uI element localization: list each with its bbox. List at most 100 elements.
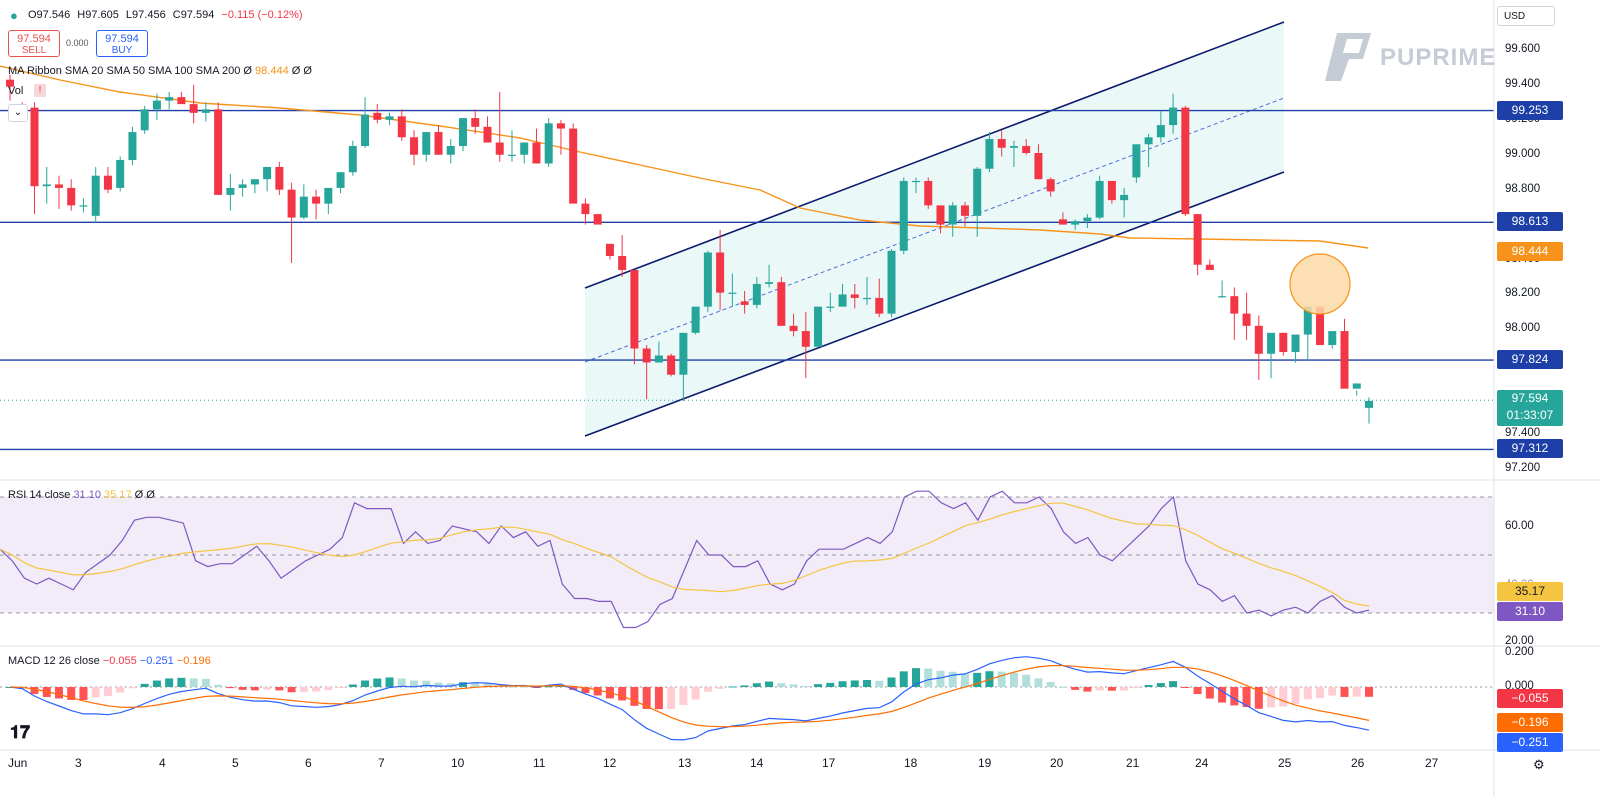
time-axis-label: 24 xyxy=(1195,756,1209,770)
candle xyxy=(679,332,688,401)
candle xyxy=(814,306,823,347)
bar-countdown: 01:33:07 xyxy=(1506,408,1554,423)
macd-histogram-bar xyxy=(1303,687,1312,700)
candle-body xyxy=(850,294,859,298)
candle-body xyxy=(1218,296,1227,298)
macd-legend[interactable]: MACD 12 26 close −0.055 −0.251 −0.196 xyxy=(8,655,211,667)
macd-histogram-bar xyxy=(801,685,810,687)
candle xyxy=(1058,212,1067,225)
currency-selector[interactable]: USD xyxy=(1497,6,1555,26)
sell-button[interactable]: 97.594 SELL xyxy=(8,30,60,57)
candle xyxy=(985,132,994,173)
macd-histogram-bar xyxy=(177,677,186,687)
ohlc-open: O97.546 xyxy=(28,9,71,21)
volume-legend[interactable]: Vol xyxy=(8,85,23,97)
candle-body xyxy=(948,205,957,225)
candle-body xyxy=(1095,180,1104,218)
buy-button[interactable]: 97.594 BUY xyxy=(96,30,148,57)
candle-body xyxy=(765,282,774,284)
macd-histogram-bar xyxy=(152,680,161,687)
candle-body xyxy=(1034,153,1043,180)
time-axis-label: 26 xyxy=(1351,756,1365,770)
rsi-value-tag: 31.10 xyxy=(1497,602,1563,621)
candle-body xyxy=(201,109,210,113)
candle-body xyxy=(1267,332,1276,354)
candle xyxy=(520,142,529,164)
candle-body xyxy=(801,331,810,347)
warning-icon[interactable]: ! xyxy=(34,84,46,97)
rsi-legend[interactable]: RSI 14 close 31.10 35.17 Ø Ø xyxy=(8,489,155,501)
collapse-chevron-icon[interactable]: ⌄ xyxy=(8,104,28,122)
macd-histogram-bar xyxy=(1022,674,1031,687)
candle-body xyxy=(654,355,663,363)
candle xyxy=(1205,259,1214,270)
macd-histogram-bar xyxy=(777,683,786,687)
candle-body xyxy=(1254,325,1263,354)
candle xyxy=(716,229,725,311)
candle xyxy=(642,345,651,400)
candle-body xyxy=(6,79,14,87)
candle-body xyxy=(434,132,443,155)
candle xyxy=(997,130,1006,157)
candle-body xyxy=(91,175,100,216)
macd-hist-value: −0.055 xyxy=(102,655,137,667)
macd-histogram-bar xyxy=(238,687,247,690)
macd-histogram-bar xyxy=(740,685,749,687)
candle xyxy=(299,184,308,220)
ohlc-low: L97.456 xyxy=(125,9,166,21)
macd-histogram-bar xyxy=(91,687,100,698)
candle-body xyxy=(960,205,969,216)
macd-histogram-bar xyxy=(752,683,761,687)
ma-ribbon-legend[interactable]: MA Ribbon SMA 20 SMA 50 SMA 100 SMA 200 … xyxy=(8,65,312,77)
macd-histogram-bar xyxy=(1107,687,1116,691)
rsi-extra1: Ø xyxy=(134,489,144,501)
candle-body xyxy=(189,104,198,113)
settings-gear-icon[interactable]: ⚙ xyxy=(1533,757,1545,772)
candle-body xyxy=(826,306,835,308)
candle-body xyxy=(1120,194,1129,201)
price-tick-label: 97.200 xyxy=(1505,462,1541,474)
candle xyxy=(128,126,137,166)
macd-histogram-bar xyxy=(1120,687,1129,691)
candle xyxy=(6,74,14,101)
horizontal-levels xyxy=(0,109,1494,451)
candle xyxy=(263,166,272,192)
macd-histogram-bar xyxy=(483,683,492,687)
macd-histogram-bar xyxy=(263,687,272,690)
macd-histogram-bar xyxy=(373,678,382,687)
candle-body xyxy=(520,142,529,155)
candle-body xyxy=(214,109,223,195)
candle xyxy=(777,276,786,326)
candle-body xyxy=(410,137,419,155)
candle xyxy=(495,91,504,162)
candle xyxy=(140,105,149,134)
macd-histogram-bar xyxy=(214,684,223,687)
candle-body xyxy=(1046,179,1055,192)
highlight-circle xyxy=(1289,253,1351,315)
macd-histogram-bar xyxy=(459,682,467,687)
candle xyxy=(936,205,945,234)
candle-body xyxy=(1058,219,1067,225)
candle-body xyxy=(422,132,431,155)
candle-body xyxy=(1009,146,1018,148)
candle xyxy=(1046,177,1055,197)
candle-body xyxy=(752,283,761,305)
macd-histogram-bar xyxy=(1046,682,1055,687)
candle xyxy=(1316,306,1325,346)
candle-body xyxy=(116,159,125,188)
candle-body xyxy=(863,297,872,300)
candle xyxy=(801,311,810,379)
price-level-tag: 99.253 xyxy=(1497,100,1563,120)
candle-body xyxy=(1083,217,1092,222)
candle xyxy=(912,177,920,194)
candle xyxy=(863,276,872,305)
macd-pane xyxy=(0,656,1494,741)
macd-histogram-bar xyxy=(1095,687,1104,691)
candle xyxy=(924,177,933,209)
macd-histogram-bar xyxy=(128,687,137,689)
macd-histogram-bar xyxy=(887,677,896,687)
candle xyxy=(1254,315,1263,380)
macd-histogram-bar xyxy=(667,687,676,710)
